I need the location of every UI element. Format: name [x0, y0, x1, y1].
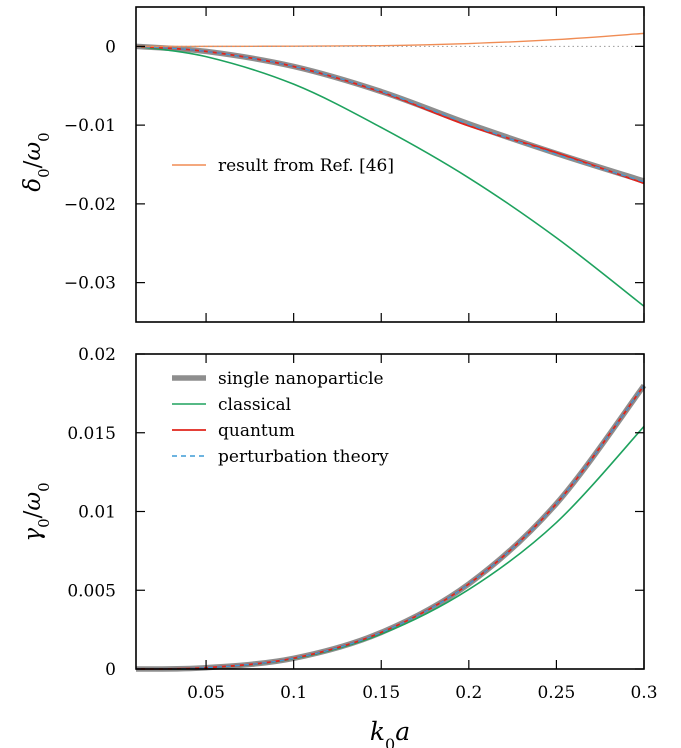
top-series-quantum	[135, 45, 645, 185]
xtick-label: 0.1	[280, 683, 307, 703]
bot-legend-label: quantum	[218, 421, 295, 441]
top-series-group	[135, 32, 645, 307]
top-series-classical	[135, 45, 645, 307]
bottom-y-axis-label: γ0/ω0	[20, 482, 53, 541]
bottom-x-ticks: 0.05 0.1 0.15 0.2 0.25 0.3	[187, 354, 658, 703]
bot-ytick-label: 0.015	[67, 424, 116, 444]
top-plot-frame	[135, 6, 645, 323]
bot-legend-label: single nanoparticle	[218, 369, 384, 389]
bot-series-classical	[135, 425, 645, 670]
top-series-perturbation-theory	[135, 45, 645, 183]
bottom-y-ticks: 0 0.005 0.01 0.015 0.02	[67, 345, 644, 680]
top-ytick-label: −0.03	[64, 274, 116, 294]
x-axis-label: k0a	[370, 717, 410, 748]
top-ytick-label: −0.02	[64, 195, 116, 215]
top-ytick-label: 0	[105, 37, 116, 57]
top-y-axis-label: δ0/ω0	[20, 132, 53, 191]
xtick-label: 0.2	[455, 683, 482, 703]
top-legend: result from Ref. [46]	[172, 156, 394, 176]
bottom-series-group	[135, 383, 647, 672]
xtick-label: 0.05	[187, 683, 225, 703]
top-ytick-label: −0.01	[64, 116, 116, 136]
bot-legend-label: perturbation theory	[218, 447, 389, 467]
top-series-result-from-ref-46-	[135, 32, 645, 48]
xtick-label: 0.15	[362, 683, 400, 703]
bot-ytick-label: 0.02	[78, 345, 116, 365]
top-legend-label: result from Ref. [46]	[218, 156, 394, 176]
bot-series-single-nanoparticle	[135, 383, 647, 672]
top-y-ticks: 0 −0.01 −0.02 −0.03	[64, 37, 644, 294]
bot-ytick-label: 0	[105, 660, 116, 680]
xtick-label: 0.25	[537, 683, 575, 703]
xtick-label: 0.3	[630, 683, 657, 703]
top-x-ticks	[205, 7, 645, 322]
bot-ytick-label: 0.005	[67, 581, 116, 601]
bot-legend-label: classical	[218, 395, 291, 415]
bot-ytick-label: 0.01	[78, 503, 116, 523]
top-panel: 0 −0.01 −0.02 −0.03 result from Ref. [46] δ…	[20, 6, 645, 323]
bottom-legend: single nanoparticle classical quantum pertu…	[172, 369, 389, 467]
bot-series-perturbation-theory	[135, 385, 645, 670]
